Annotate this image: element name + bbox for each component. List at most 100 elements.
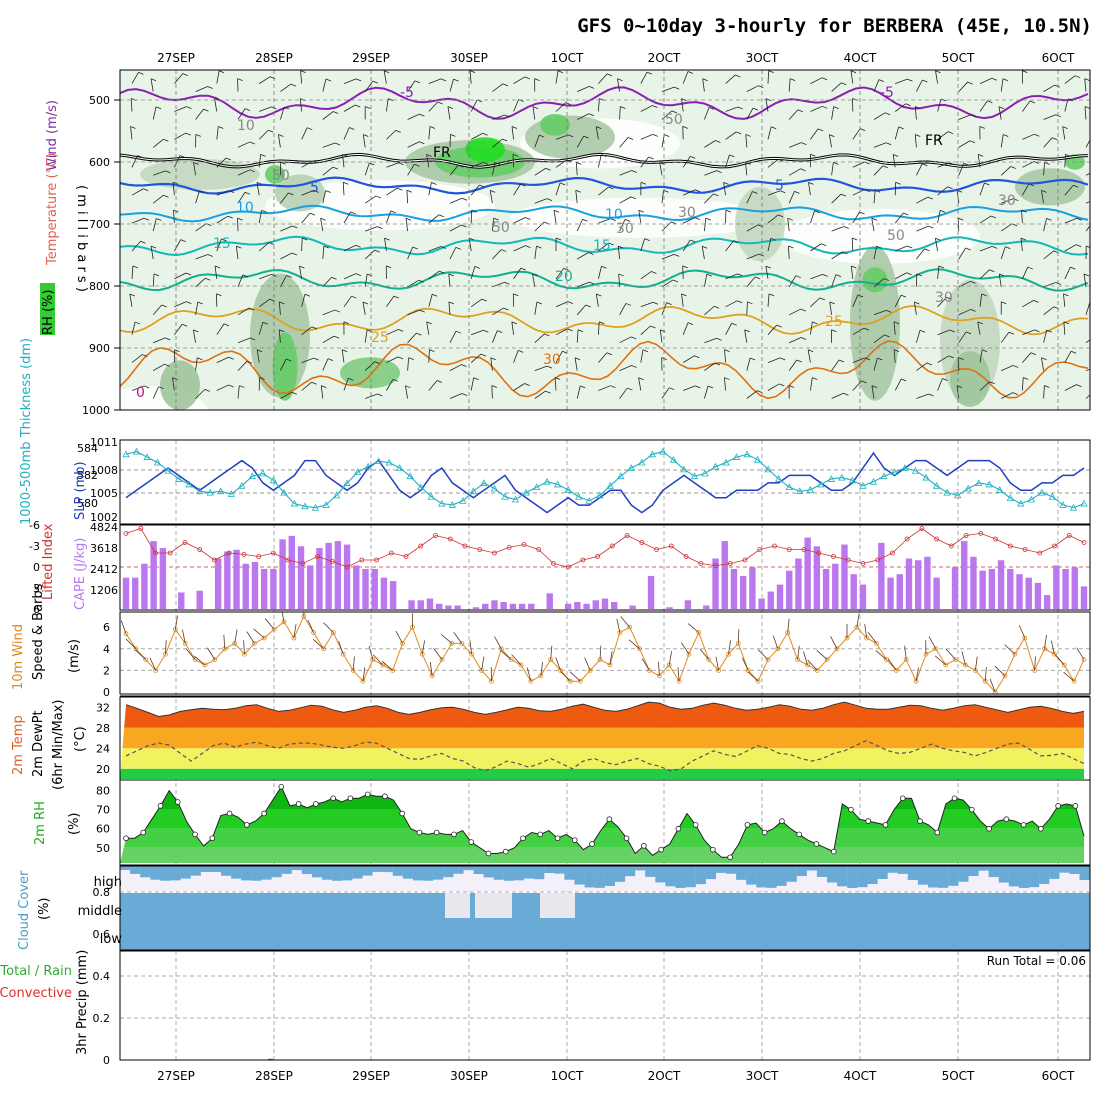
wind10-barb xyxy=(135,649,147,660)
wind-barb xyxy=(937,162,950,168)
wind-barb xyxy=(1022,133,1035,140)
wind-barb-flag xyxy=(716,337,722,341)
rh2m-marker xyxy=(123,835,129,842)
wind10-barb xyxy=(223,634,226,649)
cape-bar xyxy=(988,568,996,609)
wind-barb-flag xyxy=(947,186,953,190)
wind-barb-flag xyxy=(473,377,479,381)
rh-color-swatch xyxy=(40,283,55,335)
wind-barb-flag xyxy=(300,70,306,74)
cloud-high-bar xyxy=(170,866,181,881)
wind-barb-flag xyxy=(137,155,143,158)
wind-barb-flag xyxy=(546,365,553,369)
wind-barb xyxy=(916,248,925,260)
wind-barb-flag xyxy=(182,323,188,327)
date-label-bottom: 2OCT xyxy=(648,1069,681,1083)
wind-barb-flag xyxy=(269,298,275,302)
wind-barb-flag xyxy=(161,304,167,308)
wind-barb-flag xyxy=(1044,385,1050,388)
wind-barb-flag xyxy=(408,357,414,361)
thickness-marker xyxy=(1059,501,1067,508)
rh2m-marker xyxy=(692,822,699,828)
wind-barb-flag xyxy=(588,252,594,255)
wind10-marker xyxy=(340,651,346,657)
date-labels-top: 27SEP 28SEP 29SEP 30SEP 1OCT 2OCT 3OCT 4OCT 5OCT… xyxy=(157,51,1075,65)
wind-barb-flag xyxy=(1083,273,1090,277)
wind-barb xyxy=(619,303,627,315)
wind-barb xyxy=(492,307,504,316)
wind10-barb xyxy=(816,650,828,660)
contour-label: 5 xyxy=(775,178,784,194)
wind-barb xyxy=(894,103,906,112)
wind-barb xyxy=(129,293,133,307)
rh2m-marker xyxy=(1072,803,1079,809)
wind-barb-flag xyxy=(618,273,624,277)
wind-barb xyxy=(746,224,759,232)
wind-barb xyxy=(280,83,292,92)
wind-barb-flag xyxy=(568,134,574,138)
wind-barb xyxy=(405,218,408,232)
wind-barb xyxy=(216,190,230,196)
wind-barb-flag xyxy=(871,385,878,389)
thickness-marker xyxy=(743,450,751,458)
lifted-index-marker xyxy=(963,533,969,538)
wind-barb-flag xyxy=(690,156,696,159)
wind10-barb xyxy=(747,671,759,682)
isotherm-20 xyxy=(120,268,1089,292)
wind-barb-flag xyxy=(967,81,973,85)
contour-label: 0 xyxy=(136,385,145,401)
wind-barb-flag xyxy=(563,268,569,271)
wind-barb xyxy=(788,275,797,288)
wind-barb-flag xyxy=(588,86,595,89)
wind-barb xyxy=(767,383,780,391)
wind-barb-flag xyxy=(375,195,382,199)
thickness-marker xyxy=(564,486,572,493)
wind-barb-flag xyxy=(850,70,857,74)
wind-barb xyxy=(513,183,521,196)
wind-barb xyxy=(280,275,287,288)
wind-barb-flag xyxy=(1030,352,1037,356)
lifted-index-marker xyxy=(860,561,866,566)
date-label-bottom: 29SEP xyxy=(352,1069,390,1083)
wind-barb xyxy=(746,107,754,120)
wind-barb xyxy=(216,384,229,391)
cloud-high-bar xyxy=(746,866,757,885)
wind-barb-flag xyxy=(916,273,922,277)
wind-barb xyxy=(595,126,599,140)
wind-barb-flag xyxy=(429,349,435,352)
cloud-high-bar xyxy=(645,866,656,877)
wind-barb xyxy=(598,385,611,391)
thickness-marker xyxy=(196,487,204,495)
wind-barb xyxy=(470,184,480,196)
lifted-index-marker xyxy=(698,561,704,566)
wind-barb xyxy=(873,79,880,92)
temp-band xyxy=(120,768,1084,779)
wind-barb-flag xyxy=(438,214,444,218)
li-tick-label: -3 xyxy=(29,540,40,553)
thickness-marker xyxy=(185,480,193,488)
wind-barb-flag xyxy=(320,217,326,221)
wind-barb-flag xyxy=(958,217,964,221)
wind-barb xyxy=(513,267,522,280)
cape-bar xyxy=(887,577,894,609)
wind10-marker xyxy=(558,668,563,673)
wind-barb xyxy=(913,301,917,315)
wind-barb-flag xyxy=(1070,350,1077,354)
wind-barb xyxy=(489,190,493,204)
wind-barb xyxy=(661,110,673,120)
cloud-high-bar xyxy=(1069,866,1080,874)
wind-barb xyxy=(977,321,981,335)
wind10-barb xyxy=(395,630,403,644)
wind-barb-flag xyxy=(681,98,687,101)
wind-barb xyxy=(661,221,672,232)
wind10-barb xyxy=(312,639,324,650)
wind-barb xyxy=(343,244,356,252)
cape-bar xyxy=(1043,595,1051,609)
wind-barb-flag xyxy=(1073,184,1079,188)
wind-barb xyxy=(958,247,966,260)
wind-barb xyxy=(468,238,472,252)
wind-barb xyxy=(152,304,163,316)
wind-barb-flag xyxy=(713,193,719,197)
rh-moist-area xyxy=(862,267,888,293)
lifted-index-marker xyxy=(315,554,321,559)
